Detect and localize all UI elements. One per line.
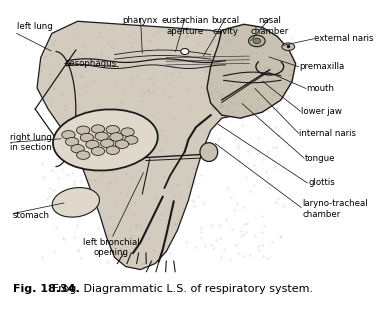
Text: glottis: glottis [308, 179, 335, 188]
Text: right lung
in section: right lung in section [11, 133, 52, 152]
Ellipse shape [181, 49, 189, 55]
Ellipse shape [248, 35, 265, 47]
Text: mouth: mouth [307, 84, 335, 93]
Ellipse shape [106, 125, 120, 134]
Text: left lung: left lung [17, 22, 52, 31]
Ellipse shape [80, 133, 93, 142]
Text: stomach: stomach [13, 210, 50, 220]
Ellipse shape [115, 140, 129, 148]
Ellipse shape [101, 139, 114, 147]
Text: internal naris: internal naris [299, 129, 356, 138]
Polygon shape [207, 24, 296, 118]
Text: eustachian
aperture: eustachian aperture [161, 16, 208, 36]
Ellipse shape [106, 146, 120, 154]
Text: laryno-tracheal
chamber: laryno-tracheal chamber [302, 199, 368, 219]
Ellipse shape [282, 43, 295, 50]
Ellipse shape [124, 136, 138, 144]
Ellipse shape [95, 132, 108, 141]
Ellipse shape [86, 140, 99, 149]
Ellipse shape [53, 109, 158, 171]
Text: nasal
chamber: nasal chamber [251, 16, 289, 36]
Ellipse shape [110, 133, 123, 141]
Text: external naris: external naris [314, 34, 374, 43]
Ellipse shape [52, 188, 100, 217]
Ellipse shape [91, 125, 105, 133]
Text: buccal
cavity: buccal cavity [211, 16, 239, 36]
Ellipse shape [91, 147, 105, 155]
Text: pharynx: pharynx [123, 16, 158, 25]
Ellipse shape [62, 131, 75, 139]
Ellipse shape [200, 143, 218, 162]
Text: Fig. 18.34.: Fig. 18.34. [13, 284, 80, 294]
Ellipse shape [77, 126, 90, 134]
Text: tongue: tongue [305, 154, 336, 163]
Ellipse shape [66, 138, 79, 146]
Text: left bronchial
opening: left bronchial opening [83, 238, 139, 257]
Text: oesophagus: oesophagus [65, 59, 117, 68]
Ellipse shape [77, 151, 90, 159]
Polygon shape [37, 21, 288, 269]
Text: Frog. Diagrammatic L.S. of respiratory system.: Frog. Diagrammatic L.S. of respiratory s… [49, 284, 313, 294]
Ellipse shape [121, 128, 134, 136]
Text: lower jaw: lower jaw [301, 107, 342, 116]
Ellipse shape [253, 38, 261, 44]
Ellipse shape [71, 145, 84, 153]
Text: premaxilla: premaxilla [299, 62, 345, 71]
